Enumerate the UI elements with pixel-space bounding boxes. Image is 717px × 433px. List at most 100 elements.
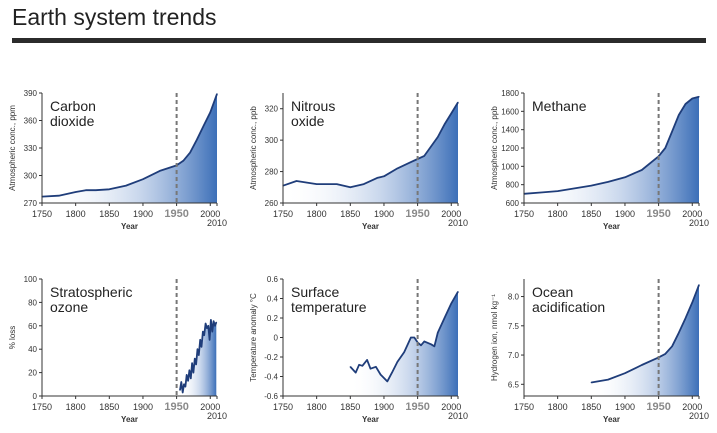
series-line [591,284,700,384]
marker-label-1950: 1950 [164,401,188,413]
x-tick-label: 1750 [273,402,293,412]
panel-title-line: Methane [532,98,587,114]
x-tick-label-2010: 2010 [448,218,468,228]
x-tick-label: 1850 [99,402,119,412]
x-tick-label: 1750 [514,402,534,412]
x-tick-label: 1750 [32,402,52,412]
y-tick-label: 1800 [501,89,519,98]
x-tick-label: 2000 [682,402,702,412]
x-tick-label-2010: 2010 [689,218,709,228]
x-tick-label: 1800 [307,402,327,412]
series-line [349,291,459,383]
x-tick-label: 1850 [340,209,360,219]
x-tick-label: 1750 [273,209,293,219]
y-tick-label: -0.4 [264,373,278,382]
y-tick-label: 0 [274,334,279,343]
marker-label-1950: 1950 [646,401,670,413]
y-axis-label: Atmospheric conc., ppb [490,106,499,190]
x-tick-label: 2000 [441,209,461,219]
y-tick-label: 800 [506,181,520,190]
y-tick-label: 1400 [501,126,519,135]
x-tick-label: 1850 [581,402,601,412]
y-tick-label: 7.0 [508,351,520,360]
x-tick-label: 1800 [548,402,568,412]
x-tick-label: 1800 [66,402,86,412]
x-tick-label-2010: 2010 [207,218,227,228]
y-tick-label: 40 [28,345,37,354]
y-axis-label: % loss [8,326,17,350]
panel-title-line: Surface [291,284,339,300]
area-fill [524,96,699,203]
y-tick-label: 260 [265,199,279,208]
x-tick-label: 1850 [581,209,601,219]
x-tick-label: 2000 [682,209,702,219]
y-tick-label: 600 [506,199,520,208]
panel-title-line: acidification [532,299,605,315]
y-tick-label: 300 [265,136,279,145]
x-tick-label: 2000 [200,209,220,219]
x-tick-label: 1850 [99,209,119,219]
y-tick-label: 1200 [501,144,519,153]
y-tick-label: 8.0 [508,293,520,302]
x-tick-label: 1900 [133,402,153,412]
y-tick-label: 0.6 [267,275,279,284]
series-line [282,101,459,189]
y-tick-label: 270 [24,199,38,208]
series-line [179,319,218,394]
x-axis-label: Year [603,415,620,424]
y-tick-label: -0.2 [264,353,278,362]
y-tick-label: 320 [265,105,279,114]
x-tick-label: 1800 [307,209,327,219]
title-rule [12,38,706,43]
area-fill [283,102,458,203]
y-tick-label: 1600 [501,107,519,116]
x-tick-label-2010: 2010 [689,411,709,421]
x-tick-label: 1850 [340,402,360,412]
y-tick-label: 60 [28,322,37,331]
y-tick-label: 1000 [501,162,519,171]
y-tick-label: 390 [24,89,38,98]
series-line [523,95,700,195]
marker-label-1950: 1950 [646,208,670,220]
y-tick-label: 0.4 [267,295,279,304]
panel-title-line: oxide [291,113,325,129]
x-axis-label: Year [603,222,620,231]
y-tick-label: 7.5 [508,322,520,331]
y-tick-label: 0 [33,392,38,401]
x-axis-label: Year [121,222,138,231]
y-tick-label: -0.6 [264,392,278,401]
x-tick-label-2010: 2010 [448,411,468,421]
panel-title-line: Carbon [50,98,96,114]
x-tick-label: 2000 [200,402,220,412]
x-axis-label: Year [362,415,379,424]
x-tick-label: 1750 [32,209,52,219]
marker-label-1950: 1950 [405,208,429,220]
x-tick-label: 1900 [374,209,394,219]
panel-title-line: ozone [50,299,88,315]
x-tick-label: 1800 [548,209,568,219]
x-tick-label: 1900 [133,209,153,219]
x-axis-label: Year [362,222,379,231]
x-tick-label: 1800 [66,209,86,219]
y-axis-label: Temperature anomaly °C [249,293,258,382]
y-axis-label: Atmospheric conc., ppb [249,106,258,190]
y-tick-label: 360 [24,117,38,126]
panel-title-line: Ocean [532,284,573,300]
panel-title-line: temperature [291,299,367,315]
y-tick-label: 20 [28,369,37,378]
panel-title-line: Nitrous [291,98,335,114]
y-tick-label: 280 [265,168,279,177]
y-tick-label: 300 [24,172,38,181]
y-axis-label: Hydrogen ion, nmol kg⁻¹ [490,294,499,381]
area-fill [42,93,217,203]
series-line [41,93,218,198]
x-tick-label-2010: 2010 [207,411,227,421]
panel-title-line: Stratospheric [50,284,132,300]
y-tick-label: 0.2 [267,314,279,323]
